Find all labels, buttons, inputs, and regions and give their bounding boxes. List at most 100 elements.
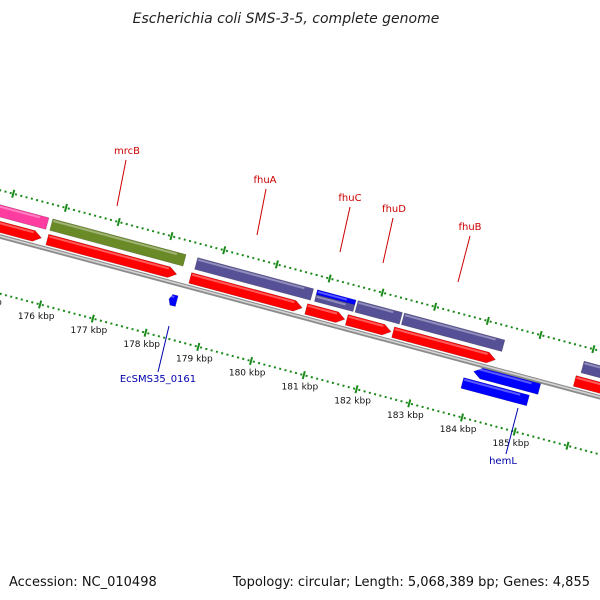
minor-tick (110, 322, 113, 325)
hemL-label[interactable]: hemL (489, 456, 517, 467)
minor-tick (199, 242, 202, 246)
minor-tick (394, 294, 397, 298)
major-tick (116, 217, 121, 227)
major-tick (460, 413, 465, 422)
minor-tick (52, 306, 55, 310)
minor-tick (463, 417, 466, 420)
minor-tick (320, 275, 324, 278)
minor-tick (278, 367, 282, 371)
minor-tick (420, 302, 424, 305)
feature-purple-right[interactable] (580, 360, 600, 402)
minor-tick (35, 198, 39, 202)
minor-tick (468, 418, 472, 421)
ecsms35-0161-label[interactable]: EcSMS35_0161 (120, 374, 196, 385)
minor-tick (584, 449, 588, 452)
minor-tick (431, 304, 434, 308)
fhuD-label[interactable]: fhuD (382, 204, 406, 215)
minor-tick (569, 445, 572, 448)
minor-tick (468, 314, 471, 318)
feature-pink[interactable] (0, 197, 50, 230)
feature-track (0, 197, 600, 416)
scale-label: 180 kbp (229, 369, 266, 379)
minor-tick (389, 293, 392, 297)
minor-tick (595, 452, 598, 455)
minor-tick (563, 340, 566, 343)
minor-tick (62, 205, 65, 209)
cds-arrow[interactable] (344, 314, 392, 338)
minor-tick (267, 261, 271, 264)
feature-fhuC[interactable] (314, 294, 356, 313)
major-tick (380, 288, 385, 297)
minor-tick (531, 331, 535, 335)
minor-tick (0, 292, 2, 296)
minor-tick (373, 392, 377, 396)
feature-fhuC-sheen (316, 295, 346, 306)
minor-tick (441, 307, 445, 311)
minor-tick (521, 432, 524, 436)
fhuA-label[interactable]: fhuA (253, 175, 276, 186)
minor-tick (120, 325, 124, 328)
cds-arrow[interactable] (304, 303, 346, 325)
gene-hemL-upper[interactable] (472, 366, 542, 395)
minor-tick (252, 360, 256, 363)
minor-tick (352, 387, 356, 390)
minor-tick (189, 343, 192, 346)
minor-tick (416, 404, 419, 407)
gene-labels: mrcB fhuA fhuC fhuD fhuB EcSMS35_0161 hemL (114, 146, 519, 467)
minor-tick (321, 378, 324, 382)
minor-tick (172, 235, 176, 239)
minor-tick (72, 208, 76, 212)
minor-tick (484, 319, 487, 322)
cds-arrow[interactable] (188, 272, 304, 314)
mrcB-label[interactable]: mrcB (114, 146, 140, 157)
gene-hemL-lower[interactable] (460, 377, 530, 407)
minor-tick (474, 419, 477, 423)
minor-tick (15, 296, 18, 300)
minor-tick (573, 343, 577, 346)
feature-fhuB[interactable] (400, 312, 506, 352)
minor-tick (426, 407, 430, 410)
cds-arrow[interactable] (572, 375, 600, 416)
minor-tick (310, 376, 314, 379)
minor-tick (563, 443, 567, 447)
minor-tick (526, 433, 530, 437)
minor-tick (568, 341, 571, 345)
fhuD-leader-line (382, 217, 394, 264)
minor-tick (394, 398, 398, 402)
minor-tick (151, 229, 155, 233)
major-tick (407, 399, 412, 408)
minor-tick (331, 381, 335, 385)
minor-tick (325, 276, 329, 280)
minor-tick (4, 190, 7, 193)
cds-arrow[interactable] (45, 233, 178, 279)
minor-tick (532, 435, 535, 438)
gene-EcSMS35_0161[interactable] (168, 294, 179, 307)
major-tick (90, 314, 95, 323)
major-tick (354, 385, 359, 394)
minor-tick (83, 211, 86, 215)
feature-fhuA[interactable] (194, 257, 314, 301)
cds-arrow-sheen (348, 315, 384, 327)
minor-tick (104, 320, 108, 324)
minor-tick (252, 256, 255, 260)
minor-tick (188, 239, 192, 243)
feature-fhuD[interactable] (354, 300, 403, 325)
minor-tick (399, 296, 403, 299)
minor-tick (67, 311, 71, 314)
minor-tick (56, 204, 60, 207)
minor-tick (226, 353, 229, 356)
fhuB-label[interactable]: fhuB (458, 222, 481, 233)
feature-olive[interactable] (49, 218, 187, 267)
scale-label: 177 kbp (71, 326, 108, 336)
minor-tick (114, 220, 118, 223)
minor-tick (194, 241, 197, 244)
minor-tick (257, 361, 261, 365)
cds-arrow[interactable] (391, 326, 497, 365)
minor-tick (225, 249, 229, 253)
minor-tick (410, 402, 414, 406)
minor-tick (220, 248, 223, 251)
fhuC-label[interactable]: fhuC (338, 193, 361, 204)
cds-arrow[interactable] (0, 212, 43, 243)
minor-tick (299, 269, 303, 272)
minor-tick (247, 359, 250, 362)
